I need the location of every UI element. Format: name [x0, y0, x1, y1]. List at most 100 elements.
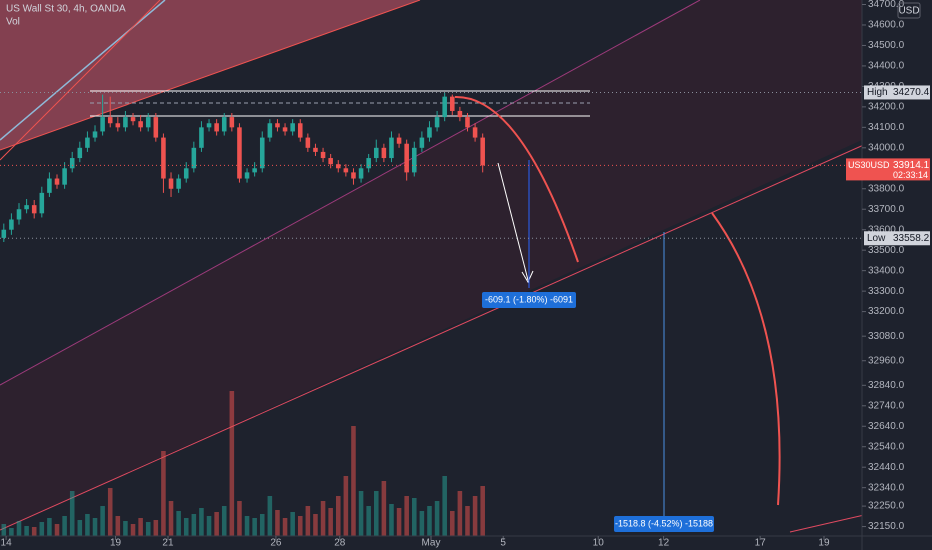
candle-body [313, 147, 318, 152]
volume-bar [183, 518, 189, 536]
candle-body [115, 123, 121, 128]
candle-body [24, 205, 29, 210]
volume-bar [168, 501, 174, 536]
volume-bar [77, 520, 83, 536]
volume-bar [472, 496, 478, 536]
candle-body [275, 123, 280, 128]
candle-body [92, 131, 98, 138]
x-tick-label: 14 [1, 538, 13, 549]
candle-body [221, 117, 227, 132]
candle-body [457, 110, 463, 118]
volume-bar [130, 524, 136, 536]
last-symbol: US30USD [848, 160, 890, 170]
volume-bar [252, 518, 257, 536]
candle-body [191, 147, 197, 169]
volume-bar [31, 527, 37, 536]
volume-bar [24, 526, 29, 536]
volume-bar [427, 506, 432, 536]
volume-bar [411, 498, 417, 536]
y-tick-label: 33200.0 [868, 306, 905, 317]
volume-bar [358, 491, 364, 536]
candle-body [404, 143, 409, 173]
volume-bar [343, 476, 349, 536]
volume-bar [237, 501, 242, 536]
channel-line [0, 0, 701, 386]
candle-body [107, 117, 113, 124]
volume-bar [480, 486, 485, 536]
currency[interactable]: USD [898, 6, 919, 17]
candle-body [343, 168, 349, 173]
measure-box [482, 292, 576, 308]
y-tick-label: 34100.0 [868, 122, 905, 133]
volume-bar [305, 506, 311, 536]
zone-line [0, 0, 421, 151]
candle-body [434, 117, 440, 128]
measure-box [614, 516, 714, 532]
volume-bar [1, 524, 7, 536]
y-tick-label: 32250.0 [868, 501, 905, 512]
candle-body [214, 123, 219, 132]
volume-bar [351, 426, 356, 536]
candle-body [472, 127, 478, 138]
volume-bar [366, 506, 371, 536]
y-tick-label: 34600.0 [868, 20, 905, 31]
volume-bar [47, 518, 52, 536]
candle-body [259, 137, 265, 169]
low-tag [864, 231, 930, 246]
volume-bar [313, 514, 318, 536]
y-tick-label: 34000.0 [868, 142, 905, 153]
channel-line [0, 134, 887, 531]
volume-bar [176, 511, 181, 536]
candle-body [450, 96, 455, 111]
candle-body [85, 137, 90, 148]
last-value: 33914.1 [893, 160, 930, 171]
candle-body [396, 137, 402, 144]
volume-bar [138, 518, 143, 536]
candle-body [282, 127, 288, 132]
candle-body [252, 168, 257, 173]
volume-bar [450, 511, 455, 536]
volume-bar [54, 524, 60, 536]
y-tick-label: 32340.0 [868, 482, 905, 493]
volume-bar [419, 511, 425, 536]
y-tick-label: 34500.0 [868, 40, 905, 51]
x-tick-label: May [422, 538, 441, 549]
candle-body [381, 147, 387, 159]
candle-body [176, 178, 181, 189]
currency-box[interactable] [897, 2, 921, 19]
y-tick-label: 33700.0 [868, 204, 905, 215]
volume-bar [206, 516, 212, 536]
volume-bar [69, 491, 75, 536]
x-tick-label: 10 [593, 538, 605, 549]
volume-bar [373, 491, 379, 536]
arc [454, 95, 579, 263]
candle-body [123, 117, 128, 128]
candle-body [389, 137, 394, 159]
volume-bar [100, 506, 105, 536]
candle-body [351, 172, 356, 179]
candle-body [31, 205, 37, 214]
candle-body [168, 178, 174, 189]
candle-body [480, 137, 485, 166]
candle-body [244, 172, 250, 179]
candle-body [335, 164, 341, 169]
trend-line [0, 0, 166, 141]
volume-bar [389, 504, 394, 536]
y-tick-label: 33800.0 [868, 183, 905, 194]
candle-body [69, 158, 75, 169]
y-tick-label: 32440.0 [868, 462, 905, 473]
y-tick-label: 33080.0 [868, 331, 905, 342]
volume-bar [396, 508, 402, 536]
candle-body [138, 121, 143, 128]
candle-body [358, 168, 364, 179]
arrow [497, 162, 529, 281]
volume-bar [320, 501, 326, 536]
volume-bar [282, 518, 288, 536]
volume-bar [153, 520, 159, 536]
x-tick-label: 5 [500, 538, 506, 549]
candle-body [320, 151, 326, 159]
volume-bar [457, 491, 463, 536]
volume-bar [9, 528, 14, 536]
